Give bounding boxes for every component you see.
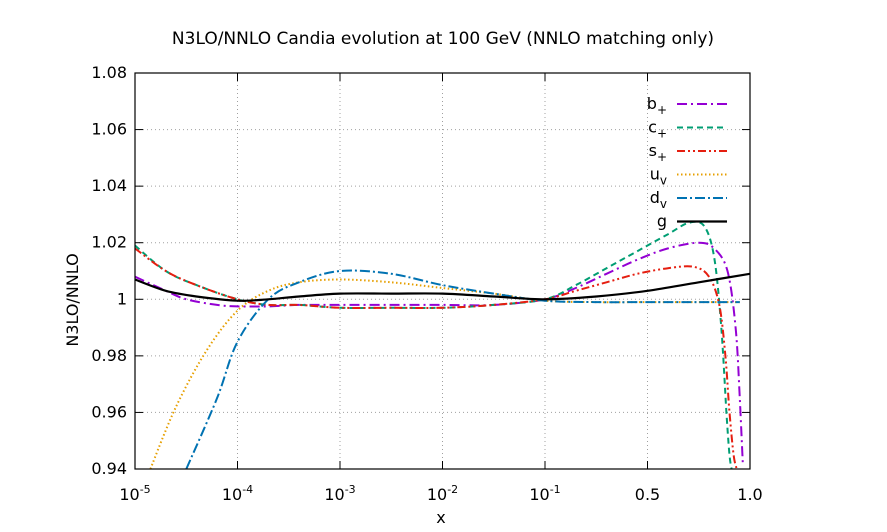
legend-label: c+ [648, 118, 667, 141]
y-tick-label: 1 [117, 289, 127, 308]
legend-label-subscript: v [660, 174, 667, 188]
y-tick-label: 0.94 [91, 459, 127, 478]
legend-label-subscript: + [657, 103, 667, 117]
x-tick-label: 0.5 [635, 485, 660, 504]
legend-label: uv [650, 165, 667, 188]
y-tick-label: 1.02 [91, 233, 127, 252]
legend-label: s+ [649, 141, 667, 164]
x-tick-label: 10-1 [529, 483, 560, 504]
y-tick-label: 1.06 [91, 120, 127, 139]
legend-label: dv [650, 188, 667, 211]
x-tick-label: 10-2 [427, 483, 458, 504]
x-tick-label: 1.0 [737, 485, 762, 504]
x-tick-exponent: -4 [242, 483, 253, 496]
chart-title: N3LO/NNLO Candia evolution at 100 GeV (N… [172, 29, 714, 49]
legend-label-subscript: v [660, 197, 667, 211]
legend-label-subscript: + [657, 150, 667, 164]
x-tick-label: 10-3 [324, 483, 355, 504]
series-layer [135, 220, 750, 469]
x-tick-label: 10-5 [119, 483, 150, 504]
series-line-s-plus [135, 247, 738, 469]
x-tick-exponent: -1 [550, 483, 561, 496]
y-axis-label: N3LO/NNLO [63, 253, 82, 346]
y-tick-label: 1.04 [91, 176, 127, 195]
series-line-b-plus [135, 241, 744, 464]
x-tick-exponent: -3 [345, 483, 356, 496]
grid-layer [135, 73, 750, 469]
legend-label: g [657, 212, 667, 231]
x-tick-label: 10-4 [222, 483, 253, 504]
y-tick-label: 0.96 [91, 402, 127, 421]
series-line-d-v [185, 269, 740, 469]
legend-label: b+ [647, 94, 667, 117]
legend-label-subscript: + [657, 127, 667, 141]
y-tick-label: 1.08 [91, 63, 127, 82]
x-tick-exponent: -2 [447, 483, 458, 496]
y-tick-label: 0.98 [91, 346, 127, 365]
series-line-g [135, 272, 750, 302]
x-axis-label: x [436, 508, 445, 527]
series-line-u-v [149, 278, 740, 469]
x-tick-exponent: -5 [140, 483, 151, 496]
